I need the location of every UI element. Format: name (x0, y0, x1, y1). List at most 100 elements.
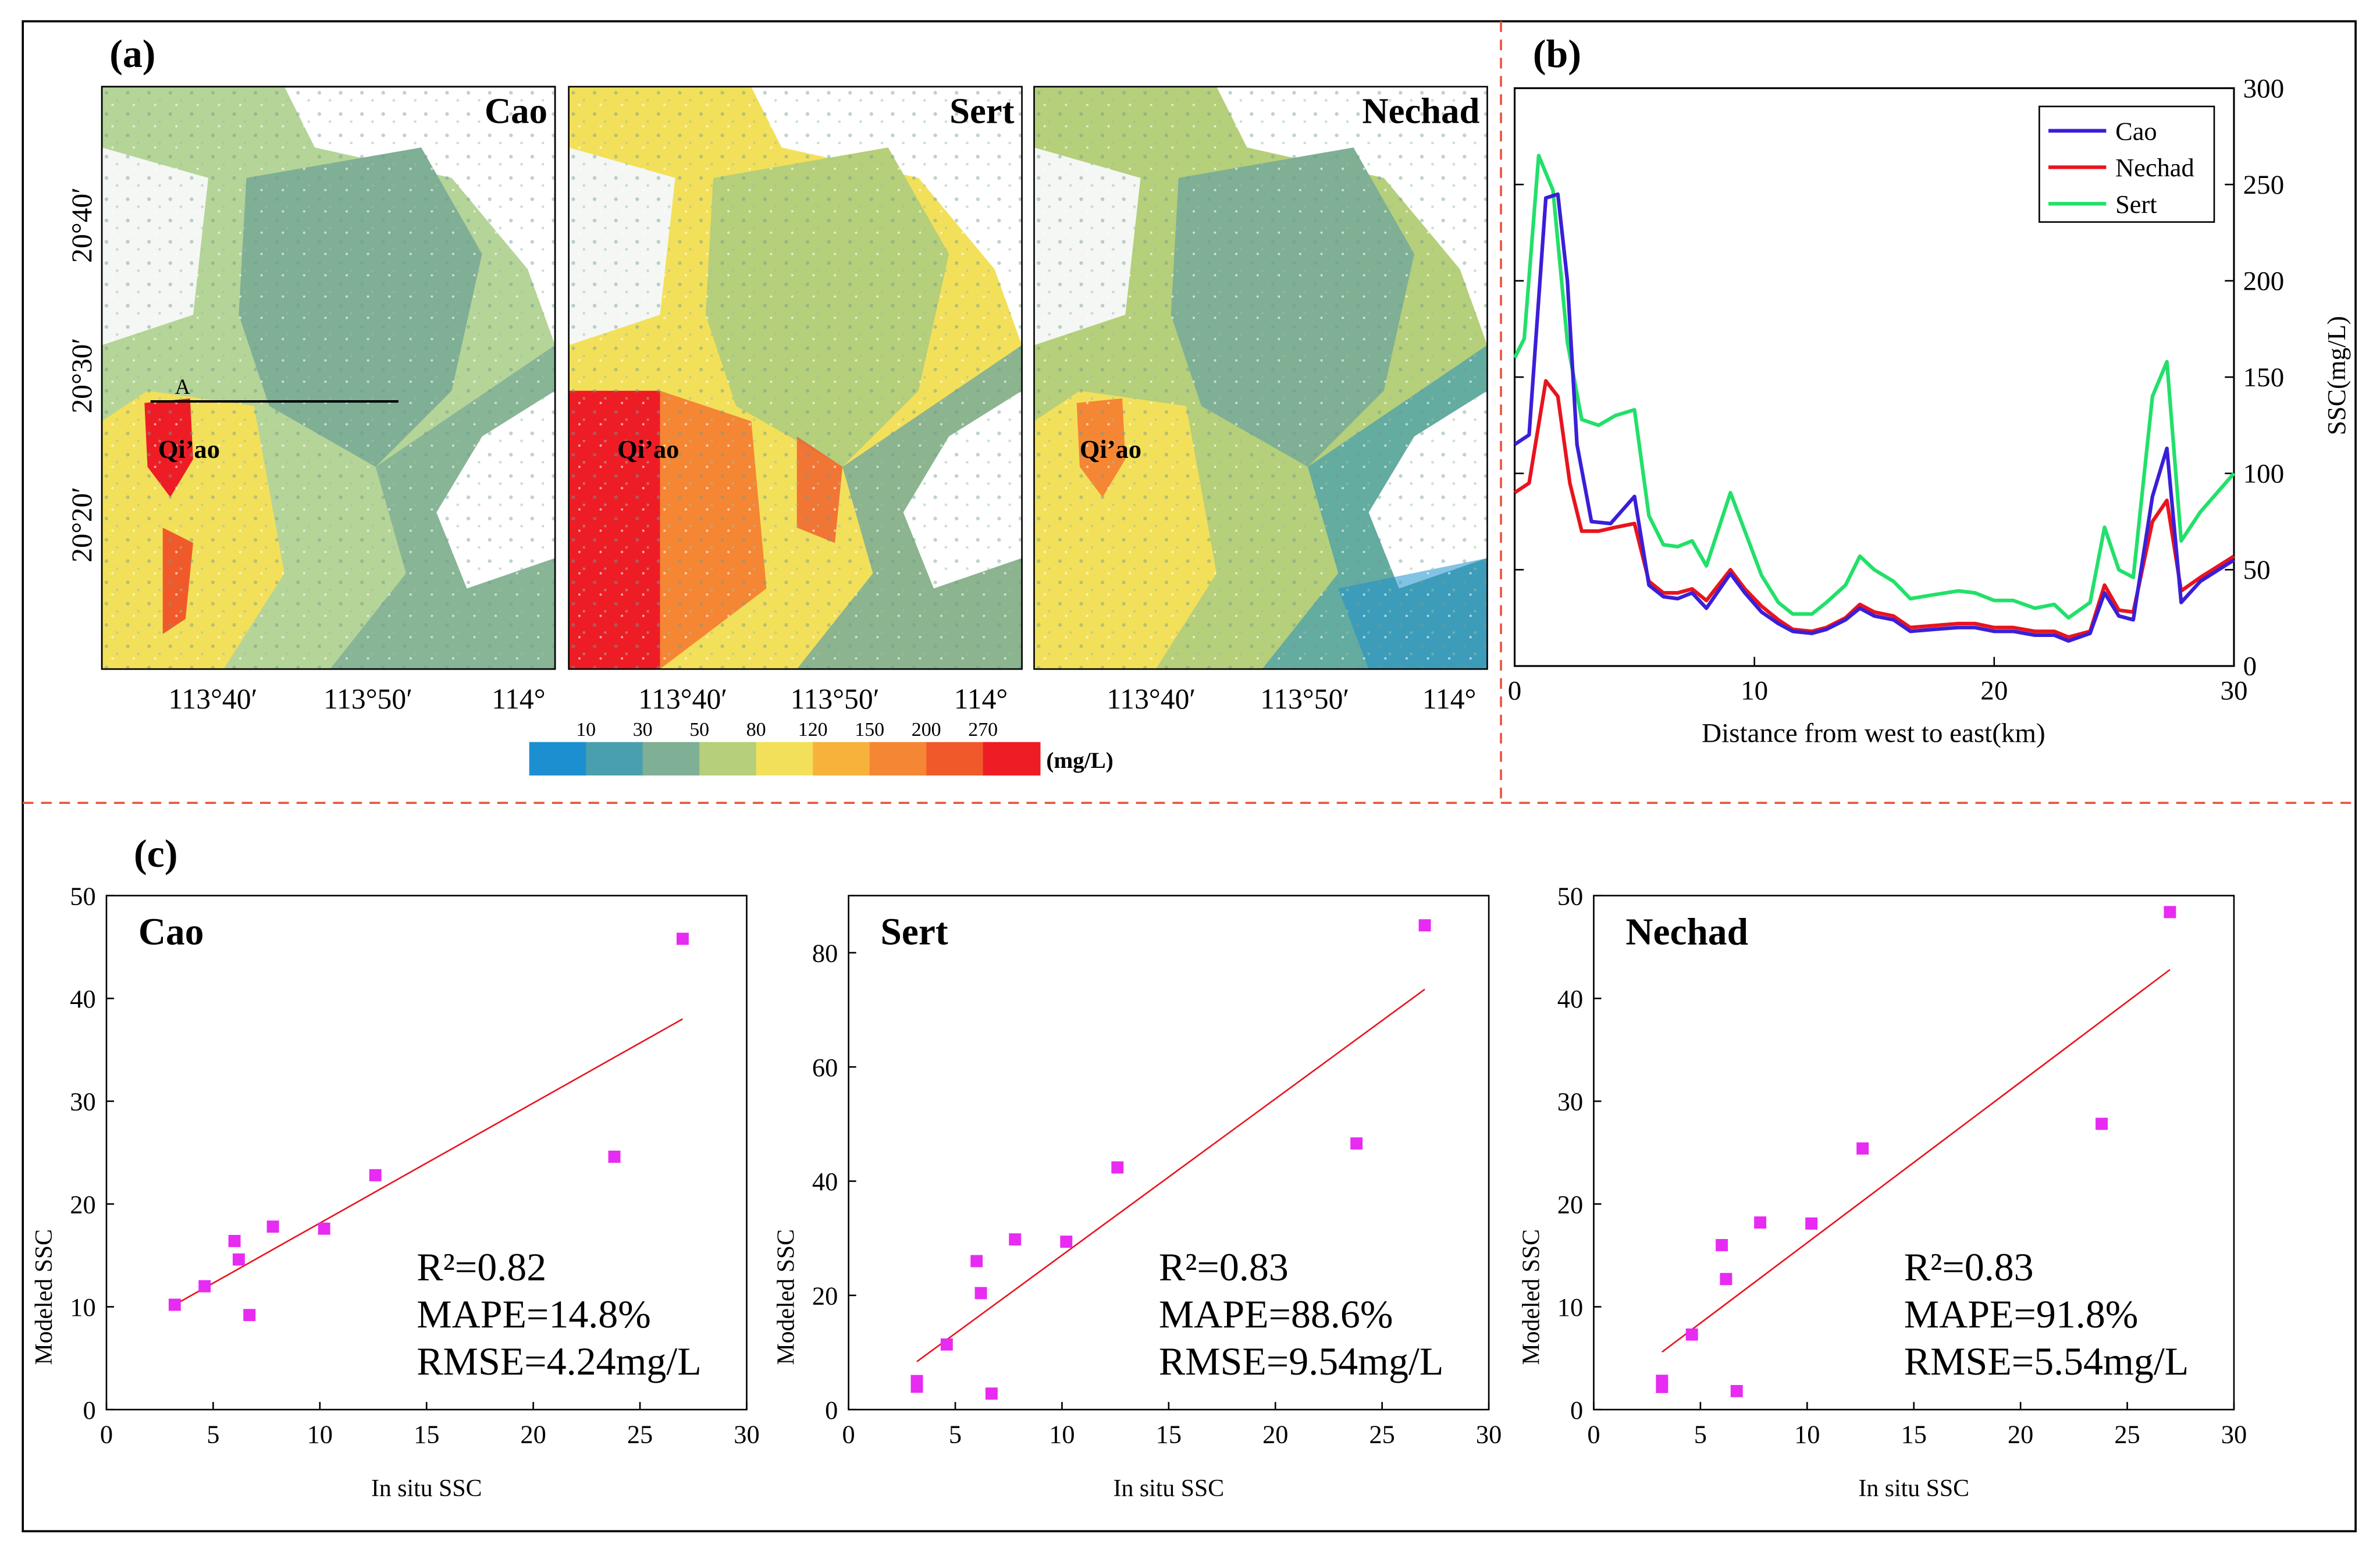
series-line-sert (1513, 154, 2236, 620)
legend-label: Sert (2115, 190, 2157, 219)
y-tick-label: 0 (83, 1396, 95, 1425)
scatter-point (232, 1253, 245, 1266)
scatter-point (940, 1338, 953, 1351)
scatter-ylabel: Modeled SSC (773, 1229, 800, 1365)
scatter-ylabel: Modeled SSC (1518, 1229, 1545, 1365)
x-tick-label: 5 (1694, 1420, 1707, 1449)
line-chart-xlabel: Distance from west to east(km) (1702, 718, 2045, 749)
scatter-point (910, 1375, 923, 1387)
scatter-point (168, 1298, 181, 1311)
scatter-point (1350, 1137, 1363, 1150)
stat-label: RMSE=4.24mg/L (417, 1339, 702, 1383)
fit-line (174, 1018, 684, 1306)
lat-tick: 20°40′ (66, 187, 98, 263)
colorbar-segment (586, 742, 643, 776)
y-tick-label: 100 (2243, 459, 2285, 489)
line-chart-ylabel: SSC(mg/L) (2322, 316, 2351, 435)
lon-tick: 114° (954, 683, 1008, 715)
scatter-point (970, 1255, 983, 1268)
place-label-qiao: Qi’ao (158, 435, 220, 464)
x-tick-label: 20 (2008, 1420, 2033, 1449)
fit-line (916, 988, 1425, 1362)
x-tick-label: 25 (627, 1420, 653, 1449)
place-label-qiao: Qi’ao (1080, 435, 1141, 464)
lon-ticks-sert: 113°40′ 113°50′ 114° (638, 683, 1008, 715)
y-tick-label: 30 (1557, 1087, 1583, 1116)
x-tick-label: 0 (1587, 1420, 1600, 1449)
map-panel-sert: Qi’ao Sert (568, 86, 1023, 670)
lon-tick: 113°50′ (323, 683, 412, 715)
panel-label-b: (b) (1533, 31, 1581, 76)
scatter-point (2096, 1117, 2108, 1130)
colorbar-segment (813, 742, 870, 776)
scatter-point (608, 1151, 621, 1163)
y-tick-label: 150 (2243, 362, 2285, 393)
y-tick-label: 20 (70, 1190, 95, 1219)
y-tick-label: 40 (812, 1167, 838, 1196)
y-tick-label: 80 (812, 939, 838, 968)
colorbar-segment (926, 742, 984, 776)
scatter-xlabel: In situ SSC (1113, 1475, 1225, 1502)
lat-tick: 20°20′ (66, 487, 98, 563)
figure-frame (22, 20, 2357, 1533)
colorbar-tick: 200 (912, 719, 941, 741)
y-tick-label: 60 (812, 1053, 838, 1082)
colorbar-tick: 30 (633, 719, 653, 741)
y-tick-label: 0 (1570, 1396, 1583, 1425)
lon-tick: 113°50′ (1260, 683, 1349, 715)
colorbar-segment (756, 742, 814, 776)
scatter-plot-nechad: 0 5 10 15 20 25 30 0 10 20 30 40 50 Nechad R²=0.83MAPE… (1518, 881, 2247, 1502)
x-tick-label: 30 (2220, 675, 2247, 706)
scatter-point (676, 932, 689, 945)
colorbar-tick: 10 (576, 719, 596, 741)
y-tick-label: 50 (70, 881, 95, 910)
scatter-plot-cao: 0 5 10 15 20 25 30 0 10 20 30 40 50 Cao R²=0.82MAPE=14… (31, 881, 760, 1502)
y-tick-label: 20 (1557, 1190, 1583, 1219)
panel-label-a: (a) (109, 31, 155, 76)
stat-label: RMSE=5.54mg/L (1904, 1339, 2189, 1383)
scatter-point (1060, 1236, 1073, 1248)
y-tick-label: 30 (70, 1087, 95, 1116)
panel-label-c: (c) (134, 831, 177, 875)
lon-ticks-nechad: 113°40′ 113°50′ 114° (1107, 683, 1476, 715)
lon-tick: 113°40′ (168, 683, 257, 715)
map-title-sert: Sert (949, 91, 1015, 131)
scatter-point (1685, 1328, 1698, 1341)
lon-tick: 113°50′ (791, 683, 880, 715)
x-tick-label: 0 (1508, 675, 1522, 706)
y-tick-label: 200 (2243, 266, 2285, 296)
x-tick-label: 30 (2221, 1420, 2247, 1449)
colorbar-tick: 270 (968, 719, 998, 741)
colorbar-segment (869, 742, 927, 776)
stat-label: R²=0.83 (1159, 1245, 1289, 1289)
scatter-point (1805, 1217, 1818, 1230)
scatter-plot-sert: 0 5 10 15 20 25 30 0 20 40 60 80 Sert R²=0.83MAPE=88.… (773, 895, 1502, 1502)
transect-label: A (175, 375, 191, 398)
colorbar-segment (529, 742, 587, 776)
y-tick-label: 40 (1557, 984, 1583, 1013)
stat-label: MAPE=91.8% (1904, 1292, 2139, 1336)
stat-label: RMSE=9.54mg/L (1159, 1339, 1444, 1383)
y-tick-label: 10 (70, 1293, 95, 1322)
y-tick-label: 50 (2243, 555, 2271, 585)
y-tick-label: 300 (2243, 73, 2285, 104)
colorbar-segment (983, 742, 1041, 776)
x-tick-label: 30 (734, 1420, 759, 1449)
line-chart-transect: 0 50 100 150 200 250 300 0 10 20 30 Cao Nechad Sert (1508, 73, 2284, 706)
scatter-point (266, 1220, 279, 1233)
y-tick-label: 50 (1557, 881, 1583, 910)
legend-label: Cao (2115, 116, 2157, 145)
x-tick-label: 20 (1262, 1420, 1288, 1449)
place-label-qiao: Qi’ao (617, 435, 679, 464)
line-chart-legend: Cao Nechad Sert (2039, 105, 2215, 223)
colorbar-unit: (mg/L) (1046, 748, 1113, 773)
x-tick-label: 5 (949, 1420, 962, 1449)
colorbar-tick: 150 (855, 719, 884, 741)
x-tick-label: 15 (414, 1420, 439, 1449)
scatter-point (974, 1287, 987, 1300)
series-line-cao (1513, 192, 2235, 643)
x-tick-label: 10 (307, 1420, 333, 1449)
stat-label: R²=0.82 (417, 1245, 546, 1289)
y-tick-label: 20 (812, 1282, 838, 1311)
y-tick-label: 0 (2243, 652, 2257, 682)
